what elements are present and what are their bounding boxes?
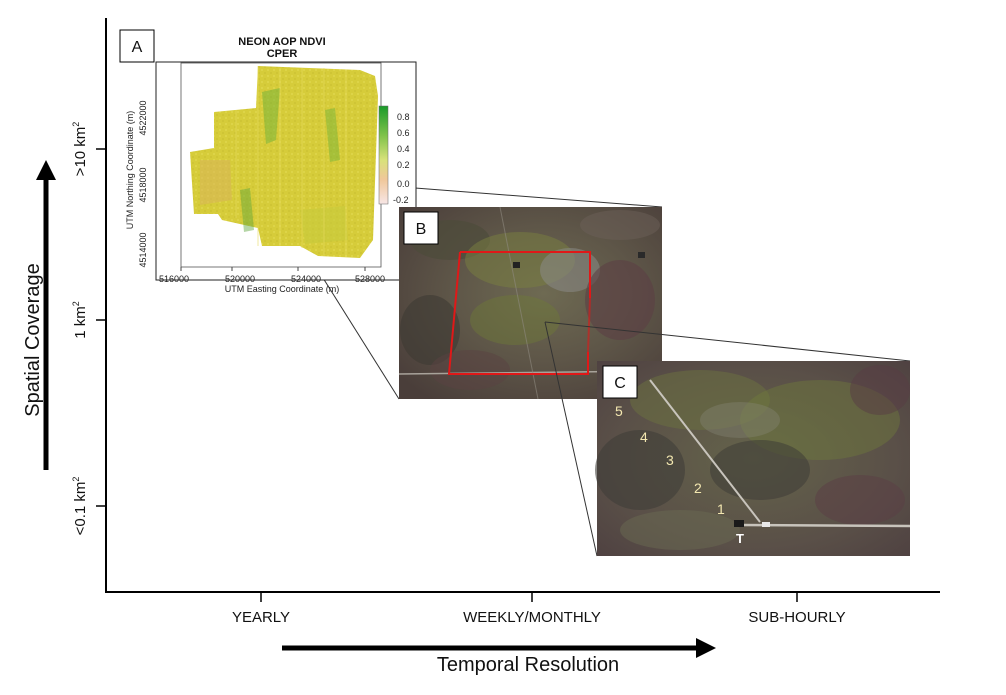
panel-a-label-box	[119, 29, 155, 63]
ndvi-y-axis-label: UTM Northing Coordinate (m)	[125, 111, 135, 230]
main-axes	[96, 18, 940, 602]
ndvi-title-line1: NEON AOP NDVI	[238, 36, 325, 48]
panel-b-label-box	[403, 211, 439, 245]
ndvi-x-ticks: 516000 520000 524000 528000	[159, 267, 385, 284]
y-axis-title: Spatial Coverage	[22, 263, 44, 416]
panel-b-red-boundary	[447, 251, 591, 375]
y-tick-label-low: <0.1 km2	[71, 477, 89, 536]
cbar-tick-00: 0.0	[397, 179, 410, 189]
plot-number-2: 2	[694, 480, 702, 496]
ndvi-y-ticks: 4514000 4518000 4522000	[138, 100, 148, 267]
ndvi-y-tick-1: 4514000	[138, 232, 148, 267]
x-tick-label-weekly-monthly: WEEKLY/MONTHLY	[463, 609, 601, 626]
ndvi-x-tick-4: 528000	[355, 274, 385, 284]
ndvi-colorbar	[378, 105, 389, 205]
plot-number-1: 1	[717, 501, 725, 517]
cbar-tick-08: 0.8	[397, 112, 410, 122]
ndvi-x-tick-3: 524000	[291, 274, 321, 284]
ndvi-x-tick-1: 516000	[159, 274, 189, 284]
tower-label: T	[736, 531, 744, 546]
panel-c-label-box	[602, 365, 638, 399]
tower-structure	[734, 520, 744, 527]
ndvi-y-tick-3: 4522000	[138, 100, 148, 135]
x-axis-arrow	[282, 638, 716, 658]
cbar-tick-neg02: -0.2	[393, 195, 409, 205]
cbar-tick-06: 0.6	[397, 128, 410, 138]
ndvi-x-axis-label: UTM Easting Coordinate (m)	[225, 284, 340, 294]
plot-number-5: 5	[615, 403, 623, 419]
panel-a-ndvi-map: NEON AOP NDVI CPER 516000 520000 524000 …	[119, 29, 417, 294]
plot-number-4: 4	[640, 429, 648, 445]
y-axis-arrow	[36, 160, 56, 470]
y-tick-label-high: >10 km2	[71, 122, 89, 177]
panel-c-label: C	[614, 375, 626, 392]
x-tick-label-yearly: YEARLY	[232, 609, 290, 626]
zoom-lines-b-to-c	[544, 321, 911, 557]
ndvi-y-tick-2: 4518000	[138, 167, 148, 202]
plot-number-3: 3	[666, 452, 674, 468]
y-tick-label-mid: 1 km2	[71, 301, 89, 339]
cbar-tick-02: 0.2	[397, 160, 410, 170]
ndvi-x-tick-2: 520000	[225, 274, 255, 284]
x-axis-title: Temporal Resolution	[437, 654, 619, 676]
panel-a-label: A	[132, 39, 143, 56]
ndvi-title-line2: CPER	[267, 48, 298, 60]
x-tick-label-sub-hourly: SUB-HOURLY	[748, 609, 845, 626]
panel-c-aerial: 5 4 3 2 1 T C	[595, 361, 911, 556]
panel-b-label: B	[416, 221, 427, 238]
cbar-tick-04: 0.4	[397, 144, 410, 154]
colorbar-ticks: 0.8 0.6 0.4 0.2 0.0 -0.2	[393, 112, 410, 205]
